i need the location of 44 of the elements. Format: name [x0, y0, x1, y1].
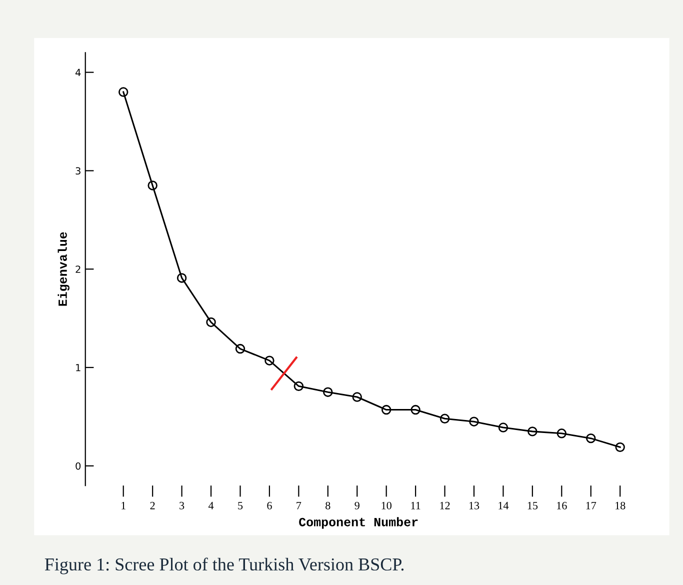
point	[264, 356, 274, 366]
x-tick-label: 3	[180, 502, 184, 510]
x-tick-label: 4	[208, 502, 214, 510]
x-tick-label: 2	[150, 502, 155, 510]
point	[148, 180, 158, 190]
x-tick-label: 14	[498, 502, 509, 510]
caption: Figure 1: Scree Plot of the Turkish Version BSCP.	[44, 558, 404, 574]
x-tick-label: 12	[440, 502, 450, 510]
x-tick-label: 9	[354, 502, 360, 510]
x-tick-label: 1	[122, 502, 126, 510]
point	[294, 381, 304, 392]
x-tick-label: 16	[557, 502, 567, 510]
point	[586, 433, 596, 444]
x-tick-label: 15	[528, 502, 538, 510]
x-tick-label: 18	[616, 502, 626, 510]
point	[381, 404, 392, 415]
point	[498, 422, 508, 432]
x-tick-label: 11	[411, 502, 420, 510]
x-tick-label: 6	[267, 502, 272, 510]
point	[440, 414, 450, 424]
y-tick-label: 3	[76, 167, 80, 175]
point	[528, 426, 538, 436]
y-tick-label: 4	[76, 68, 81, 76]
point	[323, 387, 333, 397]
point	[556, 428, 567, 438]
point	[352, 392, 362, 402]
x-tick-label: 5	[238, 502, 243, 510]
point	[118, 87, 128, 97]
point	[235, 344, 246, 354]
x-axis-title: Component Number	[299, 517, 418, 529]
point	[410, 404, 420, 415]
point	[469, 416, 479, 426]
y-axis-title: Eigenvalue	[58, 232, 70, 306]
y-tick-label: 1	[76, 364, 80, 372]
x-tick-label: 10	[382, 502, 392, 510]
point	[615, 442, 625, 452]
y-tick-label: 0	[76, 462, 81, 470]
x-tick-label: 17	[586, 502, 596, 510]
y-tick-label: 2	[76, 266, 80, 273]
point	[176, 273, 187, 283]
point	[206, 317, 216, 328]
x-tick-label: 13	[469, 502, 480, 510]
x-tick-label: 8	[326, 502, 330, 510]
x-tick-label: 7	[296, 502, 302, 510]
